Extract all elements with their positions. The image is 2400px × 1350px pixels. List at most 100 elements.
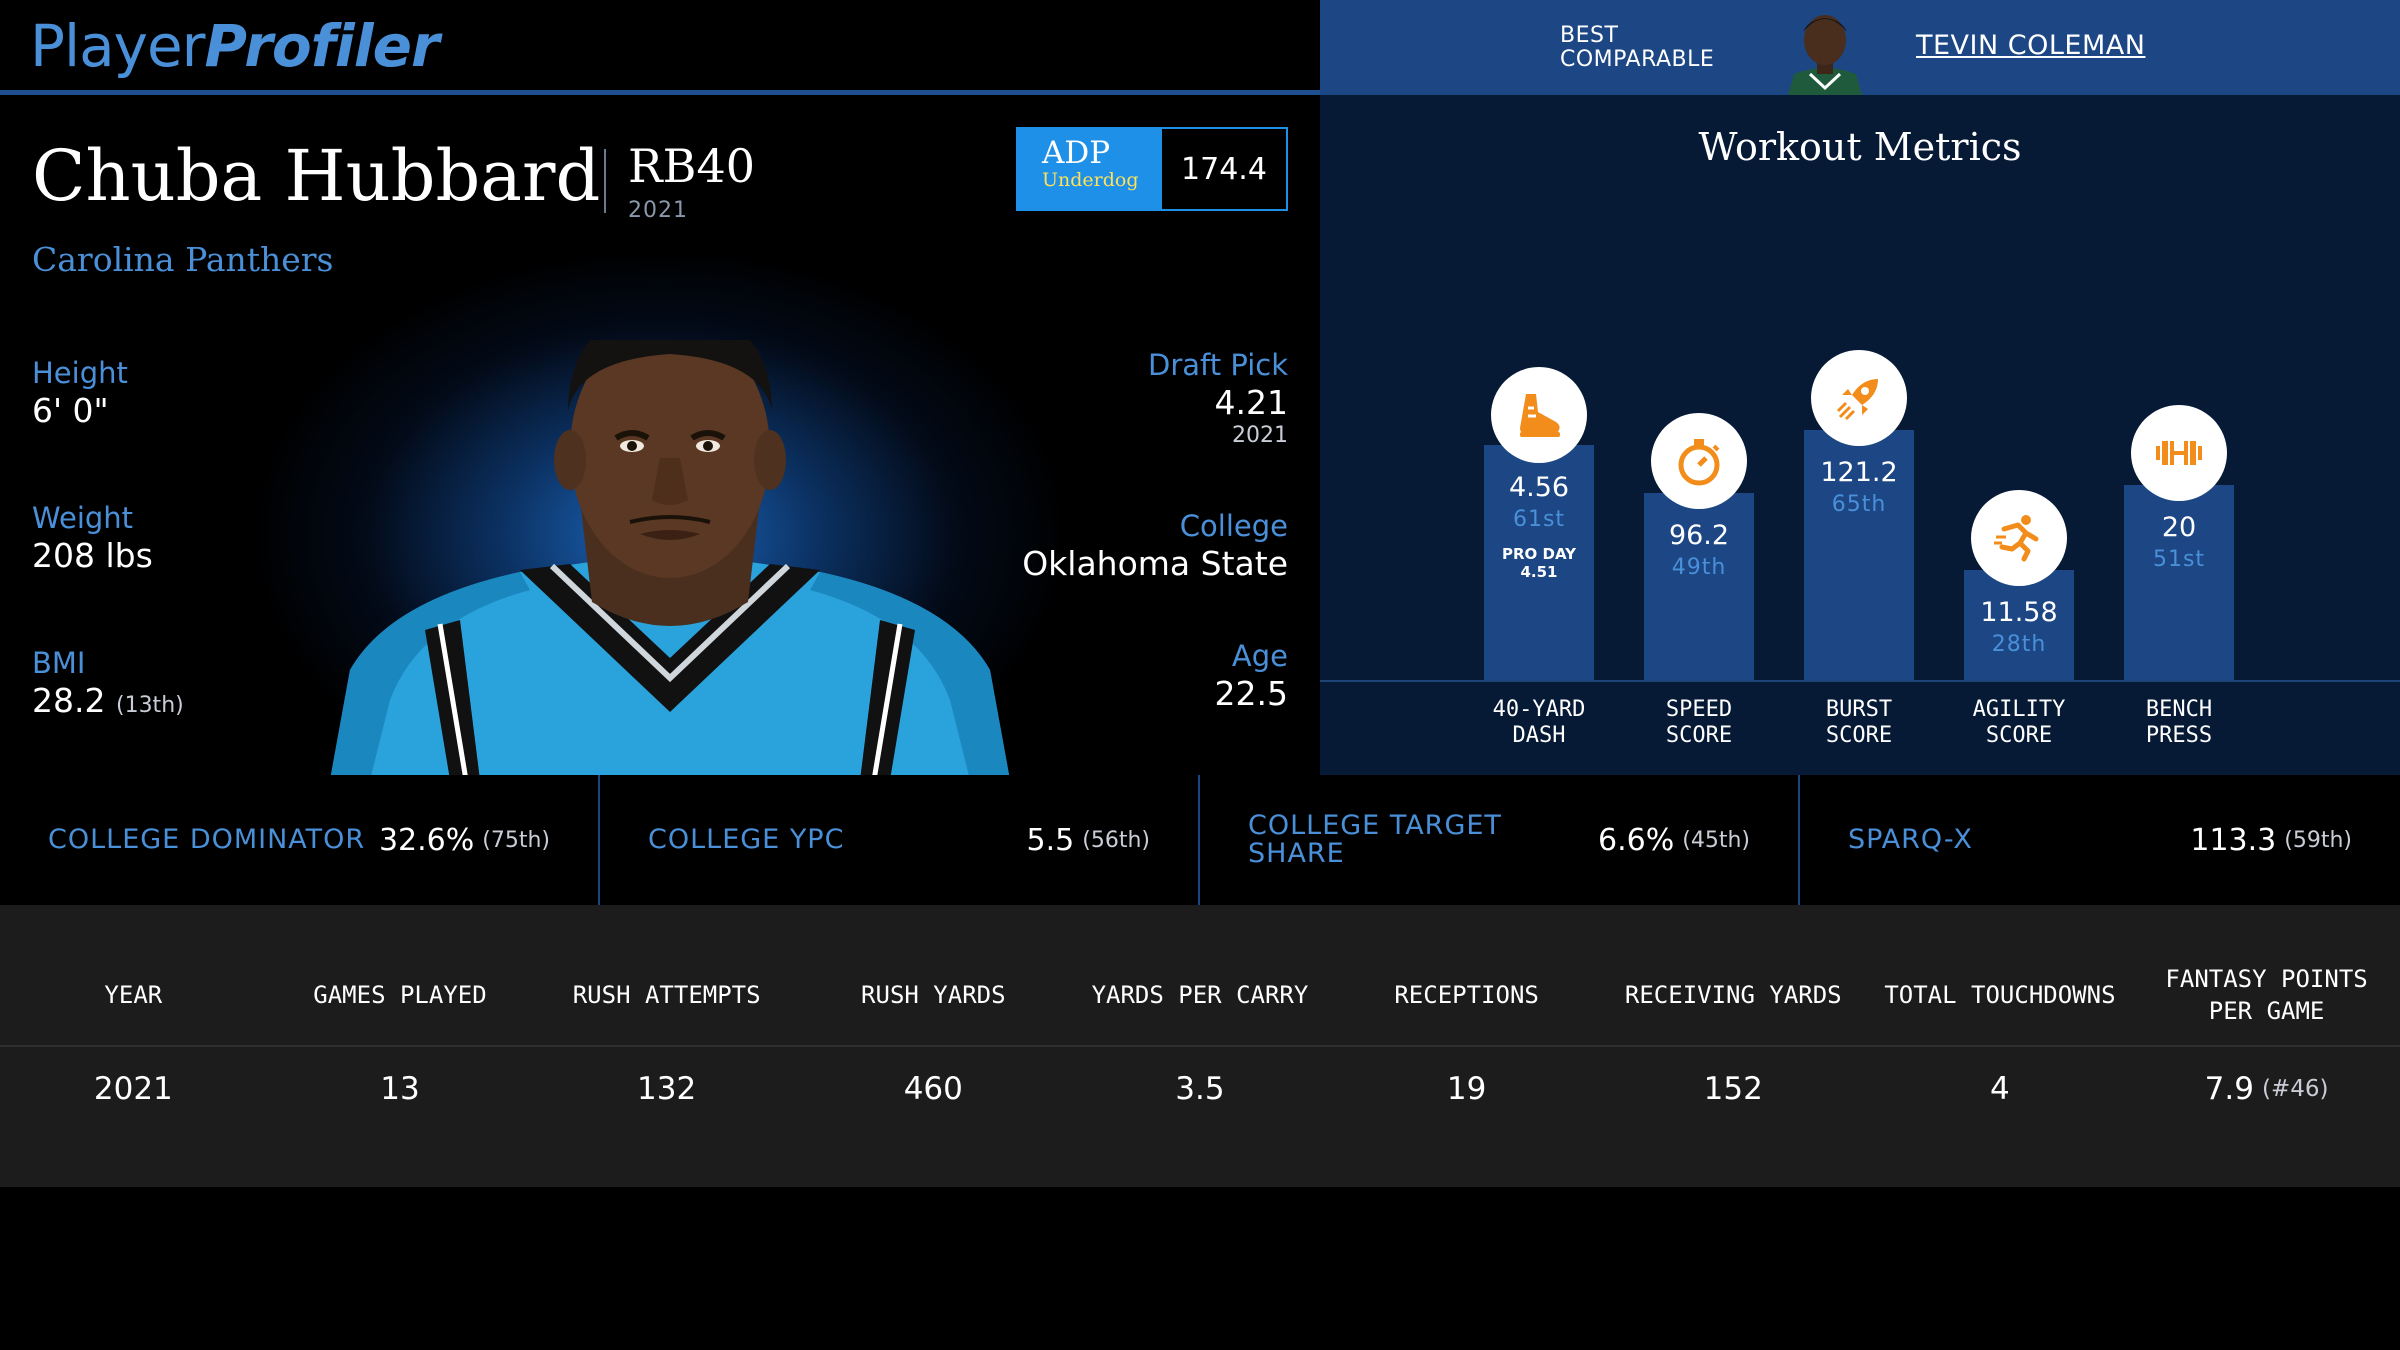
label-speed-score: SPEED SCORE: [1665, 697, 1733, 748]
team-name[interactable]: Carolina Panthers: [32, 240, 334, 279]
dumbbell-icon: [2131, 405, 2227, 501]
metric-rank: 61st: [1512, 507, 1566, 532]
player-card: Chuba Hubbard RB40 2021 Carolina Panther…: [0, 95, 1320, 775]
label-burst-score: BURST SCORE: [1825, 697, 1893, 748]
college-stat: College Oklahoma State: [1022, 508, 1288, 584]
metric-label: COLLEGE TARGET SHARE: [1248, 810, 1502, 869]
metric-label: SPARQ-X: [1848, 824, 1973, 855]
workout-title: Workout Metrics: [1698, 125, 2022, 169]
site-logo[interactable]: PlayerProfiler: [30, 12, 440, 80]
chart-baseline: [1320, 680, 2400, 682]
metric-label: COLLEGE YPC: [648, 824, 845, 855]
column-header[interactable]: RECEPTIONS: [1394, 981, 1539, 1009]
height-label: Height: [32, 356, 128, 390]
age-value: 22.5: [1214, 674, 1288, 713]
label-40-yard-dash: 40-YARD DASH: [1492, 697, 1586, 748]
metric-sparq-x[interactable]: SPARQ-X 113.3 (59th): [1800, 775, 2400, 905]
table-cell: 152: [1703, 1071, 1763, 1107]
metric-label: COLLEGE DOMINATOR: [48, 824, 366, 855]
best-comparable-label: BEST COMPARABLE: [1560, 23, 1715, 72]
table-cell: 3.5: [1175, 1071, 1225, 1107]
bmi-label: BMI: [32, 646, 86, 680]
label-agility-score: AGILITY SCORE: [1972, 697, 2066, 748]
weight-stat: Weight 208 lbs: [32, 500, 153, 576]
running-shoe-icon: [1491, 367, 1587, 463]
bmi-rank: (13th): [115, 693, 184, 718]
weight-value: 208 lbs: [32, 536, 153, 575]
college-label: College: [1179, 509, 1288, 543]
column-header[interactable]: RUSH YARDS: [861, 981, 1006, 1009]
table-cell: 460: [903, 1071, 963, 1107]
table-cell: 132: [637, 1071, 697, 1107]
column-header[interactable]: YEAR: [104, 981, 163, 1009]
bar-burst-score[interactable]: 121.2 65th: [1804, 430, 1914, 680]
metric-college-target-share[interactable]: COLLEGE TARGET SHARE 6.6% (45th): [1200, 775, 1800, 905]
pro-day-note: PRO DAY 4.51: [1501, 545, 1576, 581]
bar-40-yard-dash[interactable]: 4.56 61st PRO DAY 4.51: [1484, 445, 1594, 680]
column-header[interactable]: FANTASY POINTS PER GAME: [2165, 965, 2368, 1025]
stopwatch-icon: [1651, 413, 1747, 509]
bmi-stat: BMI 28.2 (13th): [32, 645, 184, 726]
draft-pick-label: Draft Pick: [1148, 348, 1288, 382]
site-header: PlayerProfiler: [0, 0, 1320, 92]
table-cell: 2021: [93, 1071, 173, 1107]
metric-college-ypc[interactable]: COLLEGE YPC 5.5 (56th): [600, 775, 1200, 905]
adp-value: 174.4: [1181, 151, 1267, 187]
metric-value: 5.5 (56th): [1026, 822, 1150, 858]
height-stat: Height 6' 0": [32, 355, 128, 431]
column-header[interactable]: YARDS PER CARRY: [1091, 981, 1309, 1009]
table-cell-fantasy-points: 7.9 (#46): [2204, 1071, 2329, 1107]
name-divider: [604, 149, 606, 213]
workout-metrics-panel: Workout Metrics 4.56 61st PRO DAY 4.51 9…: [1320, 95, 2400, 775]
position-rank: RB40: [628, 139, 755, 193]
adp-source: Underdog: [1042, 169, 1139, 191]
bar-bench-press[interactable]: 20 51st: [2124, 485, 2234, 680]
metric-value: 113.3 (59th): [2190, 822, 2352, 858]
table-cell: 4: [1990, 1071, 2010, 1107]
adp-badge: ADP Underdog 174.4: [1016, 127, 1288, 211]
college-metrics-strip: COLLEGE DOMINATOR 32.6% (75th) COLLEGE YP…: [0, 775, 2400, 905]
column-header[interactable]: RECEIVING YARDS: [1624, 981, 1842, 1009]
table-header-row: YEAR GAMES PLAYED RUSH ATTEMPTS RUSH YAR…: [0, 945, 2400, 1045]
bar-agility-score[interactable]: 11.58 28th: [1964, 570, 2074, 680]
header-divider: [0, 90, 1320, 95]
metric-value: 11.58: [1980, 597, 2058, 628]
table-row: 2021 13 132 460 3.5 19 152 4 7.9 (#46): [0, 1045, 2400, 1131]
runner-icon: [1971, 490, 2067, 586]
age-label: Age: [1231, 639, 1288, 673]
weight-label: Weight: [32, 501, 134, 535]
metric-rank: 49th: [1671, 555, 1727, 580]
adp-label: ADP: [1042, 135, 1111, 171]
metric-value: 6.6% (45th): [1598, 822, 1750, 858]
draft-pick-value: 4.21: [1214, 383, 1288, 422]
metric-rank: 65th: [1831, 492, 1887, 517]
college-value[interactable]: Oklahoma State: [1022, 544, 1288, 583]
age-stat: Age 22.5: [1215, 638, 1288, 714]
column-header[interactable]: TOTAL TOUCHDOWNS: [1884, 981, 2116, 1009]
table-cell: 19: [1446, 1071, 1487, 1107]
table-cell: 13: [380, 1071, 420, 1107]
season-stats-table: YEAR GAMES PLAYED RUSH ATTEMPTS RUSH YAR…: [0, 905, 2400, 1187]
player-headshot: [330, 311, 1010, 775]
column-header[interactable]: RUSH ATTEMPTS: [572, 981, 761, 1009]
height-value: 6' 0": [32, 391, 109, 430]
metric-value: 20: [2161, 512, 2197, 543]
season-year: 2021: [628, 198, 688, 223]
best-comparable-bar: BEST COMPARABLE TEVIN COLEMAN: [1320, 0, 2400, 95]
metric-rank: 28th: [1991, 632, 2047, 657]
metric-value: 4.56: [1508, 472, 1570, 503]
best-comparable-link[interactable]: TEVIN COLEMAN: [1916, 30, 2146, 61]
adp-label-block: ADP Underdog: [1018, 129, 1162, 209]
column-header[interactable]: GAMES PLAYED: [313, 981, 487, 1009]
comparable-player-avatar[interactable]: [1770, 8, 1880, 95]
bmi-value: 28.2: [32, 681, 106, 720]
draft-year: 2021: [1232, 423, 1288, 448]
bar-speed-score[interactable]: 96.2 49th: [1644, 493, 1754, 680]
draft-pick-stat: Draft Pick 4.21 2021: [1148, 347, 1288, 449]
rocket-icon: [1811, 350, 1907, 446]
metric-college-dominator[interactable]: COLLEGE DOMINATOR 32.6% (75th): [0, 775, 600, 905]
metric-rank: 51st: [2152, 547, 2206, 572]
label-bench-press: BENCH PRESS: [2145, 697, 2213, 748]
metric-value: 121.2: [1820, 457, 1898, 488]
metric-value: 96.2: [1668, 520, 1730, 551]
